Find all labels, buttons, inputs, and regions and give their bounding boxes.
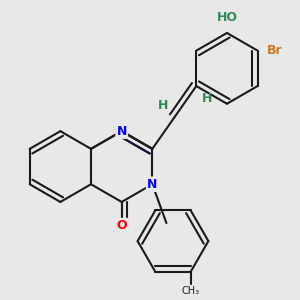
Text: Br: Br [266, 44, 282, 57]
Text: O: O [116, 219, 127, 232]
Text: HO: HO [217, 11, 238, 24]
Text: N: N [147, 178, 158, 191]
Text: N: N [116, 125, 127, 138]
Text: CH₃: CH₃ [182, 286, 200, 296]
Text: H: H [202, 92, 213, 105]
Text: H: H [158, 99, 168, 112]
